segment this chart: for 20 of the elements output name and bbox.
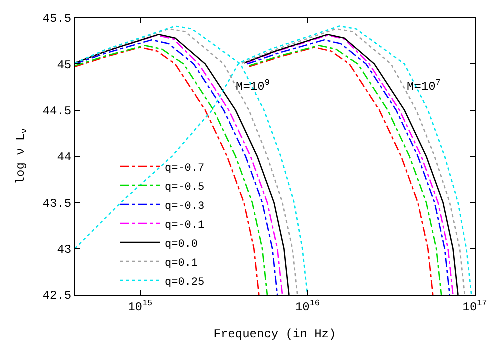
- y-tick-label: 45: [57, 58, 72, 72]
- legend-label: q=-0.3: [165, 200, 205, 213]
- y-tick-label: 44: [57, 150, 72, 165]
- y-tick-label: 43: [57, 243, 72, 258]
- annotation: M=10$^{7}$: [407, 78, 441, 94]
- x-axis-title: Frequency (in Hz): [214, 327, 336, 342]
- legend-label: q=0.25: [165, 276, 205, 289]
- y-tick-label: 44.5: [42, 104, 72, 119]
- legend-label: q=-0.5: [165, 182, 205, 194]
- x-tick-label: 10$^{16}$: [295, 298, 320, 314]
- x-tick-label: 10$^{15}$: [128, 298, 153, 314]
- annotation: M=10$^{9}$: [236, 78, 270, 94]
- x-tick-label: 10$^{17}$: [462, 298, 488, 314]
- legend-label: q=-0.1: [165, 220, 206, 232]
- legend-label: q=0.0: [165, 238, 198, 251]
- legend-label: q=0.1: [165, 258, 198, 270]
- y-tick-label: 43.5: [42, 196, 72, 211]
- legend-label: q=-0.7: [165, 162, 205, 175]
- y-tick-label: 42.5: [42, 289, 72, 304]
- y-tick-label: 45.5: [42, 12, 72, 26]
